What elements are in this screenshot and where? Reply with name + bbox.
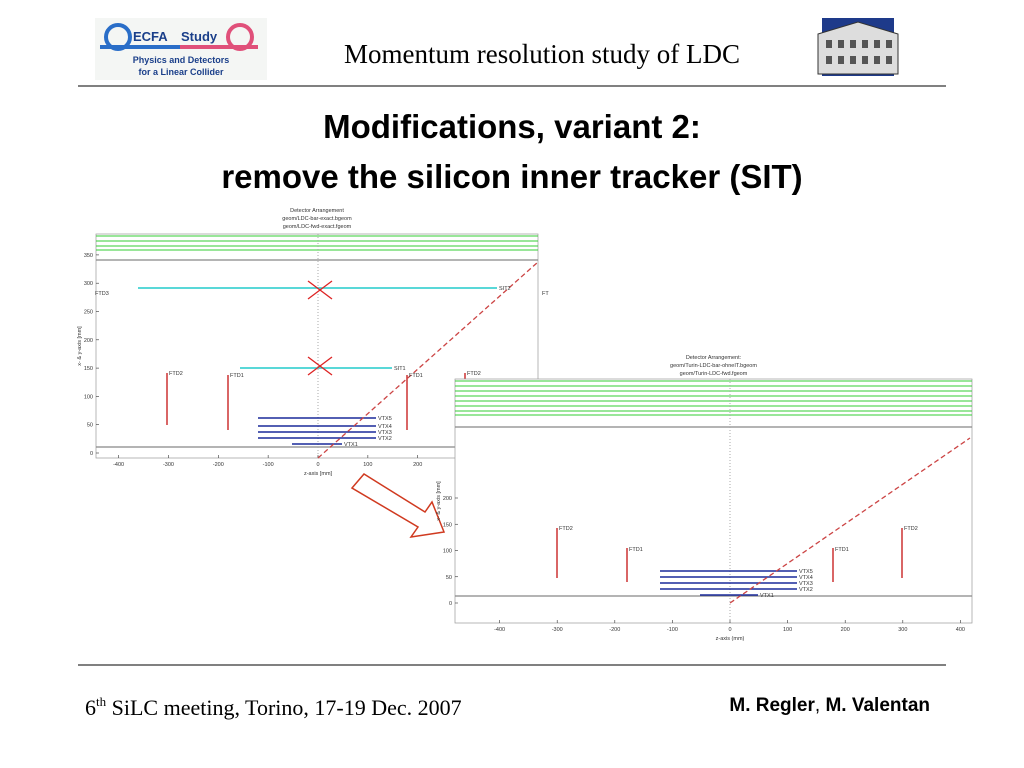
x-axis-label: z-axis (mm) [716, 636, 745, 642]
x-tick-label: -400 [113, 462, 124, 468]
x-axis-label: z-axis [mm] [304, 471, 333, 477]
y-tick-label: 250 [84, 310, 93, 316]
ordinal-suffix: th [96, 694, 107, 709]
plot-title: geom/Turin-LDC-bar-ohneIT.bgeom [670, 363, 757, 369]
event-text: SiLC meeting, Torino, 17-19 Dec. 2007 [106, 695, 462, 720]
x-tick-label: 100 [783, 627, 792, 633]
x-tick-label: -100 [263, 462, 274, 468]
building-icon [817, 18, 899, 76]
layer-label: VTX3 [378, 430, 392, 436]
plot-title: Detector Arrangement: [686, 355, 742, 361]
logo-name: ECFA [133, 29, 168, 44]
layer-label: FTD1 [629, 547, 643, 553]
layer-label: FTD1 [230, 373, 244, 379]
header-title: Momentum resolution study of LDC [344, 39, 740, 69]
layer-label: FTD1 [409, 373, 423, 379]
layer-label: VTX2 [799, 587, 813, 593]
authors: M. Regler, M. Valentan [729, 695, 930, 716]
layer-label: VTX1 [344, 442, 358, 448]
y-tick-label: 100 [84, 394, 93, 400]
track [729, 437, 971, 604]
x-tick-label: 300 [898, 627, 907, 633]
y-tick-label: 0 [449, 601, 452, 607]
layer-label: VTX3 [799, 581, 813, 587]
author: M. Valentan [825, 695, 930, 716]
ecfa-logo: ECFA Study Physics and Detectors for a L… [95, 18, 267, 80]
layer-label: VTX4 [799, 575, 813, 581]
x-tick-label: -200 [213, 462, 224, 468]
y-tick-label: 200 [84, 338, 93, 344]
y-tick-label: 350 [84, 253, 93, 259]
y-tick-label: 0 [90, 451, 93, 457]
x-tick-label: 200 [413, 462, 422, 468]
removed-mark [307, 356, 333, 376]
x-tick-label: 400 [956, 627, 965, 633]
layer-label: VTX1 [760, 593, 774, 599]
plot-title: geom/LDC-bar-exact.bgeom [282, 216, 352, 222]
layer-label: FTD3 [95, 291, 109, 297]
slide-title: Modifications, variant 2: [323, 108, 701, 145]
y-tick-label: 50 [446, 575, 452, 581]
transition-arrow [350, 473, 446, 539]
layer-label: FTD1 [835, 547, 849, 553]
layer-label: VTX4 [378, 424, 392, 430]
track [317, 261, 539, 459]
y-axis-label: x- & y-axis [mm] [436, 481, 442, 521]
layer-label: VTX5 [799, 569, 813, 575]
y-tick-label: 150 [84, 366, 93, 372]
x-tick-label: -300 [163, 462, 174, 468]
layer-label: FT [542, 291, 549, 297]
x-tick-label: -300 [552, 627, 563, 633]
layer-label: SIT2 [499, 286, 511, 292]
plot-title: Detector Arrangement [290, 208, 344, 214]
x-tick-label: 200 [841, 627, 850, 633]
y-tick-label: 200 [443, 496, 452, 502]
x-tick-label: 0 [728, 627, 731, 633]
separator: , [815, 695, 826, 716]
layer-label: FTD2 [904, 526, 918, 532]
x-tick-label: -100 [667, 627, 678, 633]
layer-label: FTD2 [169, 371, 183, 377]
plot-frame [95, 233, 539, 459]
logo-word: Study [181, 29, 218, 44]
y-tick-label: 300 [84, 281, 93, 287]
logo-line: for a Linear Collider [138, 67, 224, 77]
layer-label: FTD2 [559, 526, 573, 532]
layer-label: VTX5 [378, 416, 392, 422]
y-axis-label: x- & y-axis [mm] [77, 326, 83, 366]
x-tick-label: 0 [316, 462, 319, 468]
logo-line: Physics and Detectors [133, 55, 230, 65]
x-tick-label: -200 [609, 627, 620, 633]
y-tick-label: 150 [443, 522, 452, 528]
x-tick-label: 100 [363, 462, 372, 468]
layer-label: VTX2 [378, 436, 392, 442]
x-tick-label: -400 [494, 627, 505, 633]
slide-title: remove the silicon inner tracker (SIT) [221, 158, 802, 195]
footer-event: 6th SiLC meeting, Torino, 17-19 Dec. 200… [85, 694, 462, 720]
author: M. Regler [729, 695, 815, 716]
plot-title: geom/Turin-LDC-fwd.fgeom [680, 371, 748, 377]
windows [826, 40, 892, 64]
plot-frame [454, 378, 973, 624]
layer-label: SIT1 [394, 366, 406, 372]
y-tick-label: 100 [443, 549, 452, 555]
ordinal: 6 [85, 695, 96, 720]
removed-mark [307, 280, 333, 300]
layer-label: FTD2 [467, 371, 481, 377]
y-tick-label: 50 [87, 423, 93, 429]
plot-title: geom/LDC-fwd-exact.fgeom [283, 224, 352, 230]
